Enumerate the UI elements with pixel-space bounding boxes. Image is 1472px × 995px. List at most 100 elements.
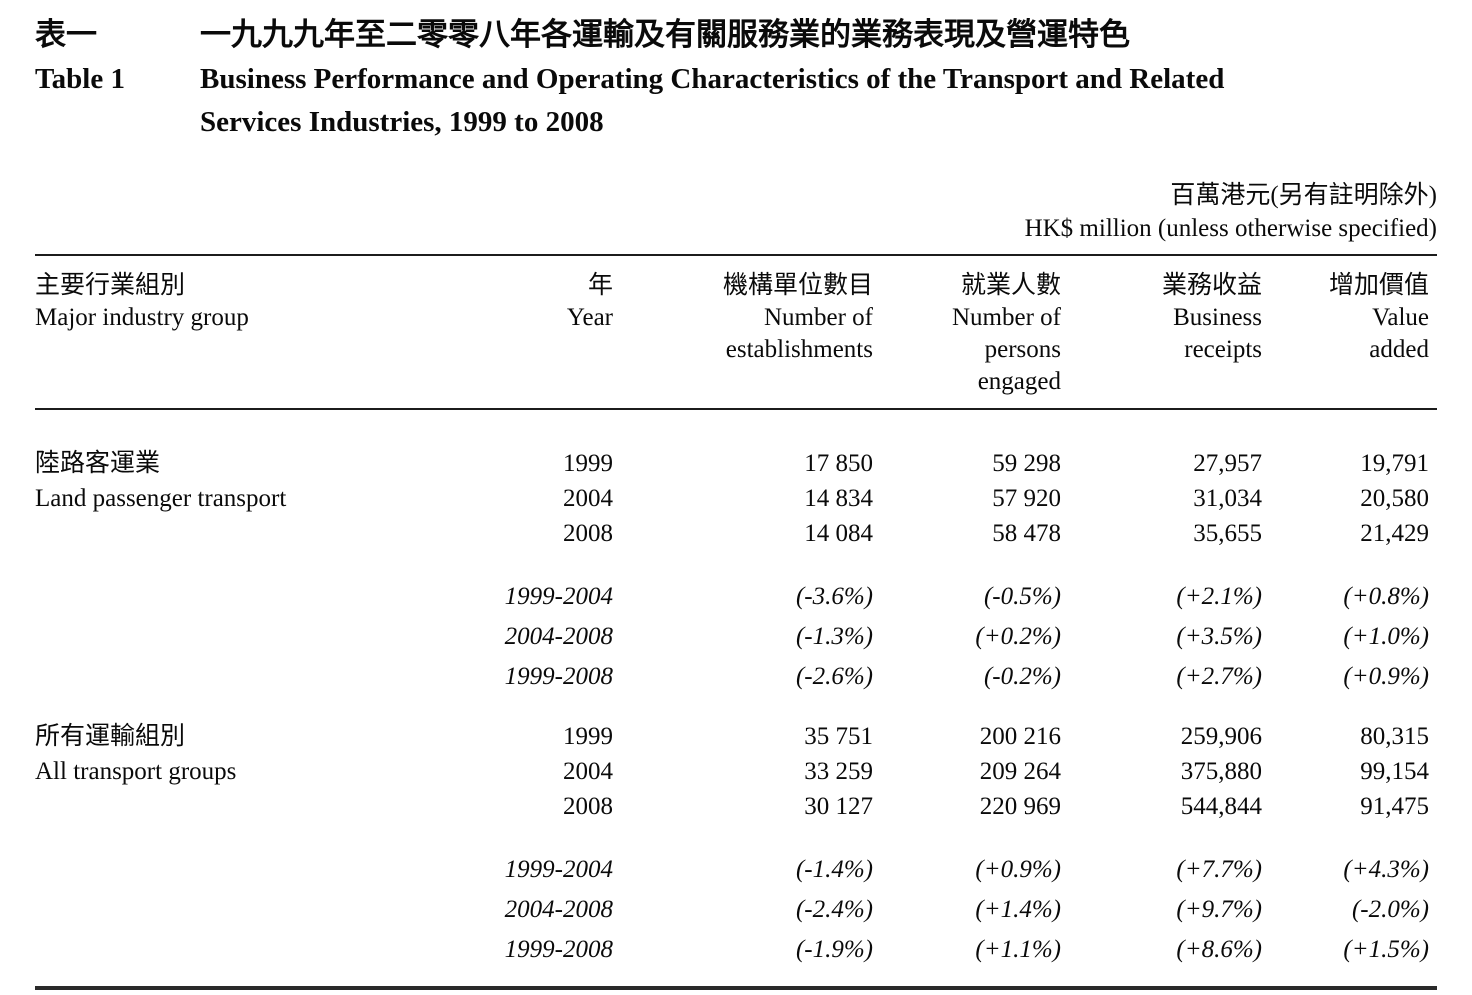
col-header-persons-engaged: 就業人數 Number of persons engaged xyxy=(873,255,1061,410)
cell-change-value: (+9.7%) xyxy=(1176,896,1262,923)
title-row-en: Table 1 Business Performance and Operati… xyxy=(35,58,1437,144)
cell-change-value: (-1.9%) xyxy=(795,936,873,963)
cell-value: 14 834 xyxy=(804,485,873,512)
cell-value: 209 264 xyxy=(979,758,1061,785)
table-row: 陸路客運業 Land passenger transport 1999 17 850 5… xyxy=(35,446,1437,512)
cell-empty xyxy=(35,617,445,657)
cell-value: 99,154 xyxy=(1360,758,1429,785)
cell-value: 17 850 xyxy=(804,450,873,477)
spacer-cell xyxy=(35,697,1437,719)
cell-change-value: (-2.0%) xyxy=(1351,896,1429,923)
col-header-industry-zh: 主要行業組別 xyxy=(35,272,186,299)
cell-period: 1999-2004 xyxy=(504,856,613,883)
cell-empty xyxy=(35,577,445,617)
cell-value: 35,655 xyxy=(1193,520,1262,547)
cell-value: 27,957 xyxy=(1193,450,1262,477)
cell-value: 19,791 xyxy=(1360,450,1429,477)
cell-year: 2008 xyxy=(563,520,613,547)
table-row-change: 1999-2008 (-1.9%) (+1.1%) (+8.6%) (+1.5%) xyxy=(35,930,1437,970)
cell-period: 2004-2008 xyxy=(504,896,613,923)
cell-change-value: (+3.5%) xyxy=(1176,623,1262,650)
cell-value: 375,880 xyxy=(1180,758,1262,785)
cell-empty xyxy=(35,930,445,970)
col-header-value-added: 增加價值 Value added xyxy=(1262,255,1437,410)
cell-change-value: (+1.4%) xyxy=(975,896,1061,923)
col-header-business-receipts: 業務收益 Business receipts xyxy=(1061,255,1262,410)
table-row: 2008 30 127 220 969 544,844 91,475 xyxy=(35,789,1437,824)
col-header-industry-en: Major industry group xyxy=(35,304,249,331)
group-label-zh: 所有運輸組別 xyxy=(35,723,186,750)
cell-change-value: (+4.3%) xyxy=(1343,856,1429,883)
group-label: 所有運輸組別 All transport groups xyxy=(35,719,445,824)
cell-period: 1999-2008 xyxy=(504,936,613,963)
cell-change-value: (+1.5%) xyxy=(1343,936,1429,963)
table-row-change: 2004-2008 (-1.3%) (+0.2%) (+3.5%) (+1.0%) xyxy=(35,617,1437,657)
cell-change-value: (-1.3%) xyxy=(795,623,873,650)
cell-value: 59 298 xyxy=(992,450,1061,477)
cell-year: 2004 xyxy=(563,758,613,785)
cell-change-value: (-1.4%) xyxy=(795,856,873,883)
statistics-table: 主要行業組別 Major industry group 年 Year 機構單位數… xyxy=(35,254,1437,990)
units-note-zh: 百萬港元(另有註明除外) xyxy=(1170,182,1437,209)
col-header-year: 年 Year xyxy=(445,255,613,410)
table-row-change: 2004-2008 (-2.4%) (+1.4%) (+9.7%) (-2.0%) xyxy=(35,890,1437,930)
cell-year: 2004 xyxy=(563,485,613,512)
cell-year: 1999 xyxy=(563,450,613,477)
title-en: Business Performance and Operating Chara… xyxy=(200,58,1437,144)
cell-change-value: (-2.4%) xyxy=(795,896,873,923)
spacer-row xyxy=(35,551,1437,577)
cell-empty xyxy=(35,657,445,697)
cell-empty xyxy=(35,850,445,890)
table-row-change: 1999-2008 (-2.6%) (-0.2%) (+2.7%) (+0.9%) xyxy=(35,657,1437,697)
cell-period: 1999-2008 xyxy=(504,663,613,690)
spacer-cell xyxy=(35,824,1437,850)
cell-value: 259,906 xyxy=(1180,723,1262,750)
group-label-zh: 陸路客運業 xyxy=(35,450,161,477)
cell-change-value: (+7.7%) xyxy=(1176,856,1262,883)
cell-value: 544,844 xyxy=(1180,793,1262,820)
cell-change-value: (+2.7%) xyxy=(1176,663,1262,690)
group-label: 陸路客運業 Land passenger transport xyxy=(35,446,445,551)
cell-value: 200 216 xyxy=(979,723,1061,750)
cell-value: 91,475 xyxy=(1360,793,1429,820)
units-note-en: HK$ million (unless otherwise specified) xyxy=(1024,215,1437,242)
col-header-industry: 主要行業組別 Major industry group xyxy=(35,255,445,410)
group-label-en: Land passenger transport xyxy=(35,485,287,512)
cell-change-value: (-2.6%) xyxy=(795,663,873,690)
cell-value: 30 127 xyxy=(804,793,873,820)
spacer-cell xyxy=(35,551,1437,577)
cell-value: 20,580 xyxy=(1360,485,1429,512)
cell-year: 1999 xyxy=(563,723,613,750)
group-label-en: All transport groups xyxy=(35,758,237,785)
table-row-change: 1999-2004 (-1.4%) (+0.9%) (+7.7%) (+4.3%) xyxy=(35,850,1437,890)
table-row: 所有運輸組別 All transport groups 1999 35 751 200 … xyxy=(35,719,1437,785)
title-row-zh: 表一 一九九九年至二零零八年各運輸及有關服務業的業務表現及營運特色 xyxy=(35,12,1437,58)
cell-year: 2008 xyxy=(563,793,613,820)
table-number-zh: 表一 xyxy=(35,17,97,52)
cell-value: 80,315 xyxy=(1360,723,1429,750)
table-header: 主要行業組別 Major industry group 年 Year 機構單位數… xyxy=(35,255,1437,410)
spacer-row xyxy=(35,409,1437,446)
spacer-cell xyxy=(35,970,1437,988)
cell-change-value: (+1.0%) xyxy=(1343,623,1429,650)
units-note: 百萬港元(另有註明除外) HK$ million (unless otherwi… xyxy=(35,180,1437,246)
table-row: 2004 14 834 57 920 31,034 20,580 xyxy=(35,481,1437,516)
cell-change-value: (+0.9%) xyxy=(975,856,1061,883)
cell-value: 220 969 xyxy=(979,793,1061,820)
cell-value: 33 259 xyxy=(804,758,873,785)
table-row: 2004 33 259 209 264 375,880 99,154 xyxy=(35,754,1437,789)
spacer-cell xyxy=(35,409,1437,446)
cell-change-value: (+1.1%) xyxy=(975,936,1061,963)
title-en-line1: Business Performance and Operating Chara… xyxy=(200,63,1225,95)
cell-change-value: (+8.6%) xyxy=(1176,936,1262,963)
cell-value: 21,429 xyxy=(1360,520,1429,547)
cell-period: 2004-2008 xyxy=(504,623,613,650)
col-header-establishments: 機構單位數目 Number of establishments xyxy=(613,255,873,410)
table-title-block: 表一 一九九九年至二零零八年各運輸及有關服務業的業務表現及營運特色 Table … xyxy=(35,12,1437,144)
spacer-row xyxy=(35,697,1437,719)
title-zh: 一九九九年至二零零八年各運輸及有關服務業的業務表現及營運特色 xyxy=(200,17,1130,52)
table-row: 2008 14 084 58 478 35,655 21,429 xyxy=(35,516,1437,551)
title-en-line2: Services Industries, 1999 to 2008 xyxy=(200,106,604,138)
cell-change-value: (+0.8%) xyxy=(1343,583,1429,610)
cell-change-value: (-0.5%) xyxy=(983,583,1061,610)
